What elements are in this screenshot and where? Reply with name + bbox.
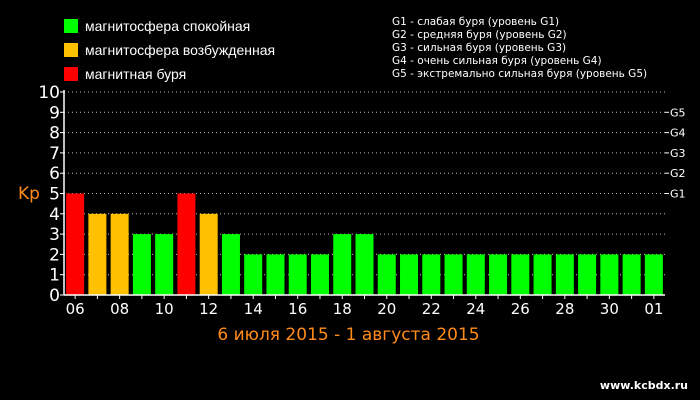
g-level-tick-label: G5 [670,106,686,119]
bar [533,254,552,295]
x-axis-title: 6 июля 2015 - 1 августа 2015 [217,325,479,345]
y-tick-label: 10 [38,83,60,103]
x-tick-label: 26 [511,300,530,318]
legend-label-quiet: магнитосфера спокойная [85,18,251,34]
y-tick-label: 5 [49,185,60,205]
x-tick-label: 08 [110,300,129,318]
bar [466,254,485,295]
bar [244,254,263,295]
bar [422,254,441,295]
x-tick-label: 18 [333,300,352,318]
storm-level-g5: G5 - экстремально сильная буря (уровень … [392,68,648,80]
bar [555,254,574,295]
g-level-tick-label: G3 [670,147,686,160]
bar [578,254,597,295]
bar [88,213,107,295]
x-tick-label: 28 [555,300,574,318]
g-level-tick-label: G4 [670,127,686,140]
bar [155,234,174,295]
x-tick-label: 14 [244,300,263,318]
bar [377,254,396,295]
bar [400,254,419,295]
storm-level-g4: G4 - очень сильная буря (уровень G4) [392,55,602,67]
y-tick-label: 6 [49,164,60,184]
bar [622,254,641,295]
x-tick-label: 01 [644,300,663,318]
storm-level-key: G1 - слабая буря (уровень G1) G2 - средн… [392,16,647,81]
x-tick-label: 22 [422,300,441,318]
bar [644,254,663,295]
x-tick-label: 10 [155,300,174,318]
y-axis-title: Kp [18,184,40,204]
x-tick-label: 20 [377,300,396,318]
legend-swatch-storm [64,67,78,81]
legend-item-storm: магнитная буря [64,62,275,86]
bar [288,254,307,295]
x-tick-label: 12 [199,300,218,318]
legend-swatch-active [64,43,78,57]
bar [489,254,508,295]
legend: магнитосфера спокойная магнитосфера возб… [64,14,275,86]
bar [177,193,196,295]
storm-level-g3: G3 - сильная буря (уровень G3) [392,42,567,54]
y-tick-label: 3 [49,225,60,245]
bar [444,254,463,295]
y-tick-label: 9 [49,103,60,123]
y-tick-label: 1 [49,266,60,286]
bar [66,193,85,295]
x-tick-label: 16 [288,300,307,318]
y-tick-label: 2 [49,245,60,265]
legend-label-active: магнитосфера возбужденная [85,42,276,58]
y-tick-label: 4 [49,205,60,225]
bar [333,234,352,295]
bar [355,234,374,295]
bar [511,254,530,295]
y-tick-label: 8 [49,124,60,144]
x-tick-label: 06 [66,300,85,318]
g-level-tick-label: G2 [670,167,686,180]
storm-level-g1: G1 - слабая буря (уровень G1) [392,16,560,28]
legend-label-storm: магнитная буря [85,66,187,82]
x-tick-label: 30 [600,300,619,318]
bar [266,254,285,295]
legend-swatch-quiet [64,19,78,33]
y-tick-label: 0 [49,286,60,306]
bar [600,254,619,295]
bar [310,254,329,295]
x-tick-label: 24 [466,300,485,318]
legend-item-quiet: магнитосфера спокойная [64,14,275,38]
storm-level-g2: G2 - средняя буря (уровень G2) [392,29,567,41]
watermark: www.kcbdx.ru [599,379,688,392]
bar [221,234,240,295]
g-level-tick-label: G1 [670,188,686,201]
y-tick-label: 7 [49,144,60,164]
legend-item-active: магнитосфера возбужденная [64,38,275,62]
bar [132,234,151,295]
bar [199,213,218,295]
bar [110,213,129,295]
